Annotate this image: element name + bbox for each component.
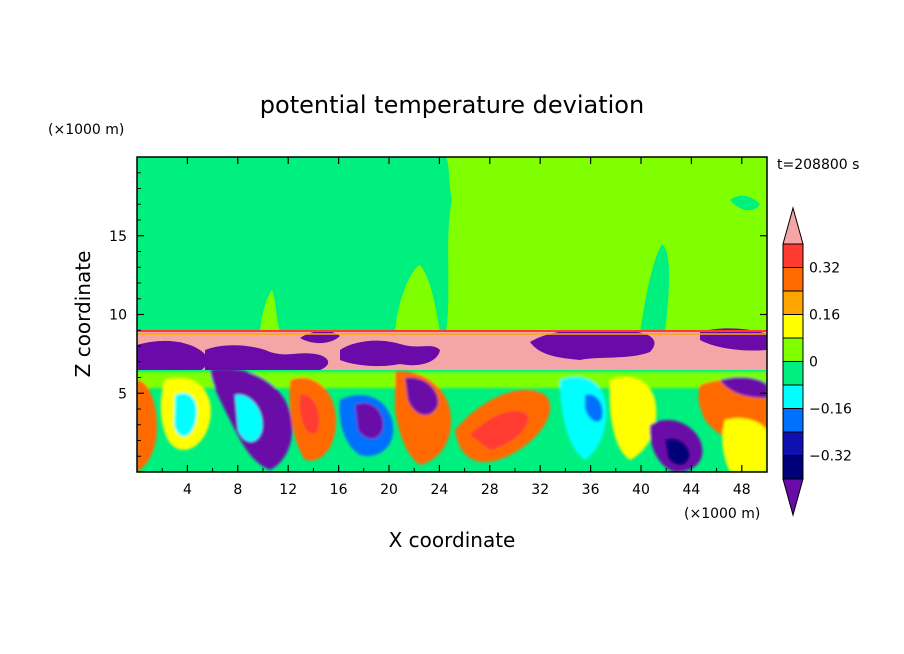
x-tick-label: 32 [531, 482, 549, 498]
y-tick-label: 15 [109, 229, 127, 245]
colorbar-upper-arrow [782, 206, 804, 245]
y-tick-label: 5 [118, 386, 127, 402]
eddy [355, 402, 384, 439]
y-tick-label: 10 [109, 308, 127, 324]
x-axis-unit: (×1000 m) [684, 506, 760, 522]
colorbar-band [782, 267, 804, 292]
cold-lobe [137, 340, 208, 374]
colorbar-band [782, 431, 804, 456]
colorbar-label: 0.16 [809, 308, 840, 324]
colorbar-band [782, 384, 804, 409]
cold-lobe [205, 345, 329, 374]
colorbar-label: −0.16 [809, 402, 852, 418]
x-tick-label: 20 [380, 482, 398, 498]
x-tick-label: 40 [632, 482, 650, 498]
colorbar-band [782, 243, 804, 268]
colorbar-band [782, 408, 804, 433]
colorbar: 0.32 0.16 0 −0.16 −0.32 [782, 206, 852, 517]
eddy [609, 376, 657, 460]
x-axis: 4 8 12 16 20 24 28 32 36 40 44 48 [161, 157, 751, 498]
eddy [665, 438, 690, 466]
eddy [300, 394, 319, 434]
y-axis-unit: (×1000 m) [48, 122, 124, 138]
x-tick-label: 12 [279, 482, 297, 498]
eddy [720, 377, 767, 398]
colorbar-band [782, 337, 804, 362]
x-tick-label: 16 [330, 482, 348, 498]
upper-region-blob [640, 244, 670, 332]
x-tick-label: 8 [233, 482, 242, 498]
colorbar-label: −0.32 [809, 449, 852, 465]
eddy [405, 377, 439, 416]
chart-title: potential temperature deviation [260, 91, 644, 119]
x-axis-label: X coordinate [389, 528, 516, 552]
x-tick-label: 48 [733, 482, 751, 498]
x-tick-label: 4 [183, 482, 192, 498]
x-tick-label: 28 [481, 482, 499, 498]
cold-lobe [530, 330, 655, 360]
colorbar-band [782, 455, 804, 480]
cold-lobe [340, 340, 440, 367]
x-tick-label: 36 [582, 482, 600, 498]
y-axis-label: Z coordinate [71, 251, 95, 378]
x-tick-label: 24 [430, 482, 448, 498]
eddy [470, 411, 529, 450]
y-axis: 5 10 15 [109, 172, 767, 457]
colorbar-label: 0 [809, 355, 818, 371]
colorbar-band [782, 361, 804, 386]
colorbar-lower-arrow [782, 478, 804, 517]
colorbar-label: 0.32 [809, 261, 840, 277]
eddy [137, 380, 157, 472]
eddy [174, 392, 197, 437]
eddy [235, 394, 263, 442]
upper-region-blob [260, 290, 280, 332]
turbulent-eddies [137, 368, 767, 472]
contour-field [137, 157, 767, 472]
x-tick-label: 44 [682, 482, 700, 498]
eddy [585, 394, 603, 422]
eddy [722, 418, 767, 472]
colorbar-band [782, 314, 804, 339]
upper-region-blob [730, 195, 760, 211]
time-label: t=208800 s [777, 157, 859, 173]
upper-region-positive [446, 157, 767, 332]
upper-region-blob [395, 265, 440, 332]
colorbar-band [782, 290, 804, 315]
